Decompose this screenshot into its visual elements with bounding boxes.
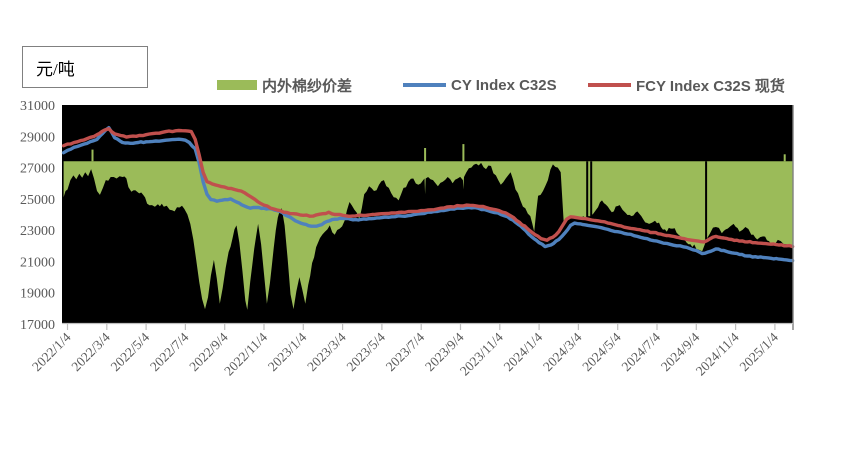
y-axis-label: 21000 xyxy=(20,255,55,270)
fcy-line-swatch xyxy=(588,83,631,87)
x-axis-label: 2022/7/4 xyxy=(147,329,192,374)
y-axis-label: 19000 xyxy=(20,287,55,302)
x-axis-label: 2024/3/4 xyxy=(540,329,585,374)
x-axis-label: 2022/3/4 xyxy=(68,329,113,374)
x-axis-label: 2025/1/4 xyxy=(736,329,781,374)
x-axis-label: 2022/5/4 xyxy=(108,329,153,374)
unit-label: 元/吨 xyxy=(36,59,75,79)
x-axis-label: 2022/1/4 xyxy=(29,329,74,374)
cy-index-line xyxy=(61,126,795,263)
x-axis-label: 2022/11/4 xyxy=(221,329,270,378)
spread-gap xyxy=(705,161,708,254)
cy-line-swatch xyxy=(403,83,446,87)
y-axis-label: 31000 xyxy=(20,99,55,114)
legend-label-spread: 内外棉纱价差 xyxy=(262,77,353,95)
y-axis-label: 25000 xyxy=(20,193,55,208)
legend-item-spread: 内外棉纱价差 xyxy=(217,76,353,95)
y-axis-label: 17000 xyxy=(20,318,55,333)
x-axis-label: 2023/1/4 xyxy=(265,329,310,374)
legend-item-fcy-index: FCY Index C32S 现货 xyxy=(588,76,785,95)
spread-spike xyxy=(424,148,427,162)
x-axis-label: 2023/7/4 xyxy=(383,329,428,374)
x-axis-label: 2024/11/4 xyxy=(693,329,742,378)
legend-label-fcy-index: FCY Index C32S 现货 xyxy=(636,77,785,95)
y-axis-label: 23000 xyxy=(20,224,55,239)
x-axis-label: 2023/11/4 xyxy=(457,329,506,378)
spread-gap xyxy=(586,161,589,221)
x-axis-label: 2024/7/4 xyxy=(619,329,664,374)
spread-spike xyxy=(91,149,94,162)
x-axis-label: 2024/1/4 xyxy=(501,329,546,374)
spread-spike xyxy=(462,144,465,162)
y-axis-label: 29000 xyxy=(20,130,55,145)
spread-area-swatch xyxy=(217,80,257,90)
spread-gap xyxy=(590,161,593,221)
legend-label-cy-index: CY Index C32S xyxy=(451,76,557,94)
x-axis-label: 2023/5/4 xyxy=(343,329,388,374)
x-axis-label: 2023/3/4 xyxy=(304,329,349,374)
spread-area xyxy=(63,161,794,310)
spread-spike xyxy=(783,154,786,162)
fcy-index-line xyxy=(61,127,795,249)
y-axis-label: 27000 xyxy=(20,162,55,177)
legend-item-cy-index: CY Index C32S xyxy=(403,76,557,94)
x-axis-label: 2024/5/4 xyxy=(579,329,624,374)
unit-label-box: 元/吨 xyxy=(22,46,148,88)
